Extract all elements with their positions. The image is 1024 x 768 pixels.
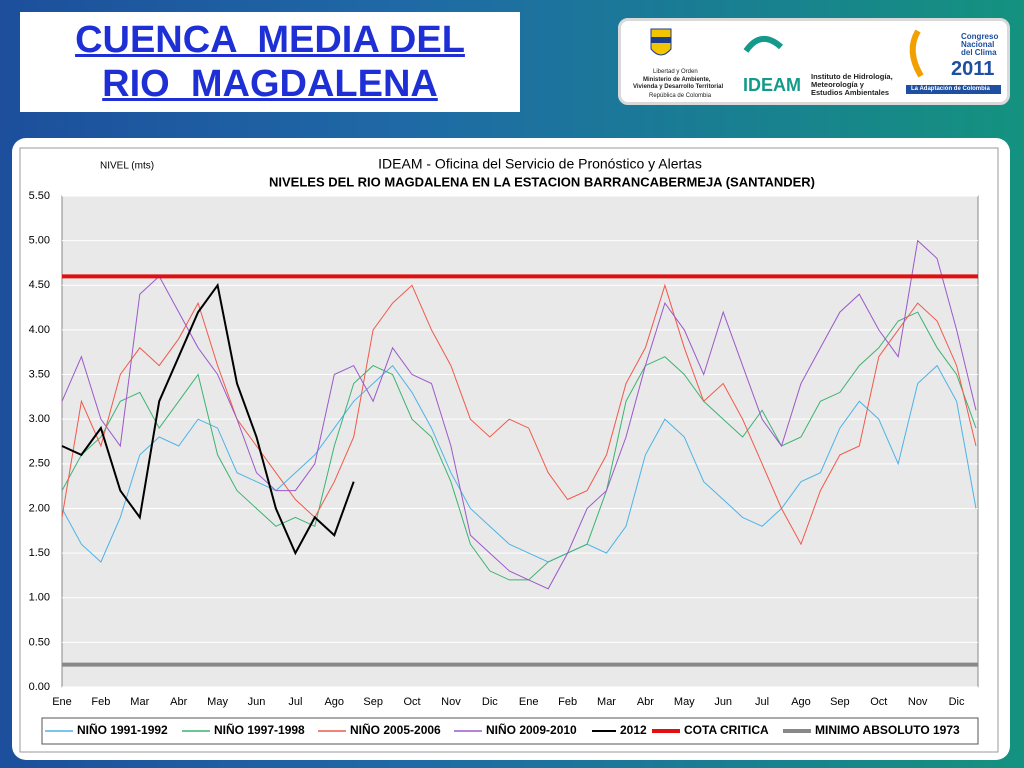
x-tick-label: Dic xyxy=(949,696,965,708)
y-tick-label: 3.50 xyxy=(29,368,50,380)
chart: NIVEL (mts) IDEAM - Oficina del Servicio… xyxy=(0,0,1024,768)
y-tick-label: 5.50 xyxy=(29,190,50,202)
legend-label: NIÑO 1997-1998 xyxy=(214,722,305,737)
y-tick-label: 0.50 xyxy=(29,636,50,648)
x-tick-label: Jul xyxy=(288,696,302,708)
x-tick-label: Nov xyxy=(441,696,461,708)
y-tick-label: 2.50 xyxy=(29,458,50,470)
x-tick-label: May xyxy=(207,696,228,708)
legend-label: NIÑO 1991-1992 xyxy=(77,722,168,737)
slide: CUENCA MEDIA DEL RIO MAGDALENA Libertad … xyxy=(0,0,1024,768)
x-tick-label: Sep xyxy=(830,696,850,708)
x-tick-label: Ene xyxy=(52,696,72,708)
legend-label: NIÑO 2009-2010 xyxy=(486,722,577,737)
x-tick-label: Feb xyxy=(91,696,110,708)
y-tick-label: 2.00 xyxy=(29,502,50,514)
x-tick-label: Jul xyxy=(755,696,769,708)
x-tick-label: Mar xyxy=(597,696,616,708)
y-tick-label: 1.00 xyxy=(29,592,50,604)
legend-label: 2012 xyxy=(620,723,647,737)
x-tick-label: Mar xyxy=(130,696,149,708)
y-tick-label: 0.00 xyxy=(29,681,50,693)
plot-area xyxy=(62,196,978,687)
x-tick-label: Ene xyxy=(519,696,539,708)
x-tick-label: Nov xyxy=(908,696,928,708)
legend-label: COTA CRITICA xyxy=(684,723,769,737)
y-tick-label: 4.50 xyxy=(29,279,50,291)
chart-title: IDEAM - Oficina del Servicio de Pronósti… xyxy=(378,156,702,172)
legend-label: NIÑO 2005-2006 xyxy=(350,722,441,737)
x-tick-label: Abr xyxy=(637,696,654,708)
y-tick-label: 5.00 xyxy=(29,235,50,247)
x-tick-label: Dic xyxy=(482,696,498,708)
chart-subtitle: NIVELES DEL RIO MAGDALENA EN LA ESTACION… xyxy=(269,174,815,189)
y-tick-label: 1.50 xyxy=(29,547,50,559)
x-tick-label: Oct xyxy=(870,696,887,708)
x-tick-label: Oct xyxy=(403,696,420,708)
x-tick-label: Sep xyxy=(363,696,383,708)
x-tick-label: Jun xyxy=(714,696,732,708)
y-tick-label: 4.00 xyxy=(29,324,50,336)
x-tick-label: Ago xyxy=(324,696,344,708)
x-tick-label: Abr xyxy=(170,696,187,708)
y-axis-label: NIVEL (mts) xyxy=(100,161,154,172)
x-tick-label: Feb xyxy=(558,696,577,708)
y-tick-label: 3.00 xyxy=(29,413,50,425)
x-tick-label: Jun xyxy=(248,696,266,708)
legend-label: MINIMO ABSOLUTO 1973 xyxy=(815,723,960,737)
x-tick-label: Ago xyxy=(791,696,811,708)
x-tick-label: May xyxy=(674,696,695,708)
